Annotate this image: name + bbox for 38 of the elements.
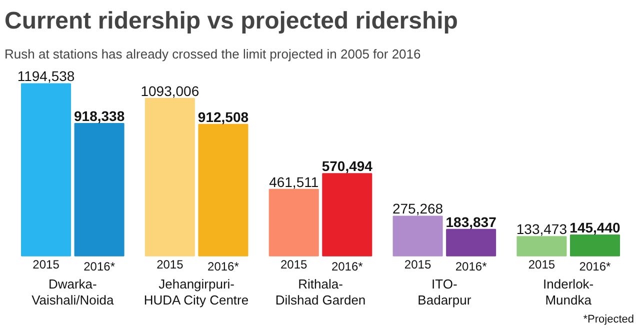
text: *Projected (583, 314, 634, 326)
data-label: 570,494 (322, 158, 373, 174)
text: 2016* (331, 259, 363, 274)
data-label: 275,268 (392, 200, 444, 217)
data-label: 183,837 (446, 214, 497, 230)
text: 2015 (528, 257, 556, 272)
data-label: 145,440 (570, 219, 621, 236)
bar (74, 123, 124, 256)
series-label: 2016* (84, 259, 116, 274)
bar (392, 216, 443, 256)
text: 2015 (156, 257, 184, 272)
bar (144, 98, 195, 256)
data-label: 912,508 (198, 108, 249, 125)
text: 2016* (579, 259, 611, 274)
chart-title: Current ridership vs projected ridership (4, 8, 458, 34)
chart-subtitle: Rush at stations has already crossed the limit projected in 2005 for 2016 (4, 46, 421, 62)
x-tick-label: Rithala-Dilshad Garden (275, 276, 366, 308)
x-tick-label: ITO-Badarpur (418, 276, 472, 308)
bar (21, 83, 72, 256)
x-tick-label: Inderlok-Mundka (543, 276, 594, 308)
bar (516, 236, 567, 256)
data-label: 1093,006 (140, 82, 200, 99)
text: 2016* (455, 259, 487, 274)
bar (322, 173, 372, 256)
data-label: 133,473 (516, 221, 568, 238)
text: 2015 (404, 257, 432, 272)
bar (268, 188, 319, 256)
data-label: 918,338 (74, 108, 125, 124)
bar (446, 228, 496, 256)
bar (570, 234, 620, 256)
text: 2016* (208, 259, 239, 274)
bar (198, 124, 248, 256)
data-label: 1194,538 (17, 68, 75, 84)
x-tick-label: Dwarka-Vaishali/Noida (32, 276, 114, 308)
text: 2015 (280, 257, 308, 272)
x-tick-label: Jehangirpuri-HUDA City Centre (144, 276, 249, 308)
data-label: 461,511 (269, 174, 319, 190)
series-label: 2015 (32, 257, 60, 272)
